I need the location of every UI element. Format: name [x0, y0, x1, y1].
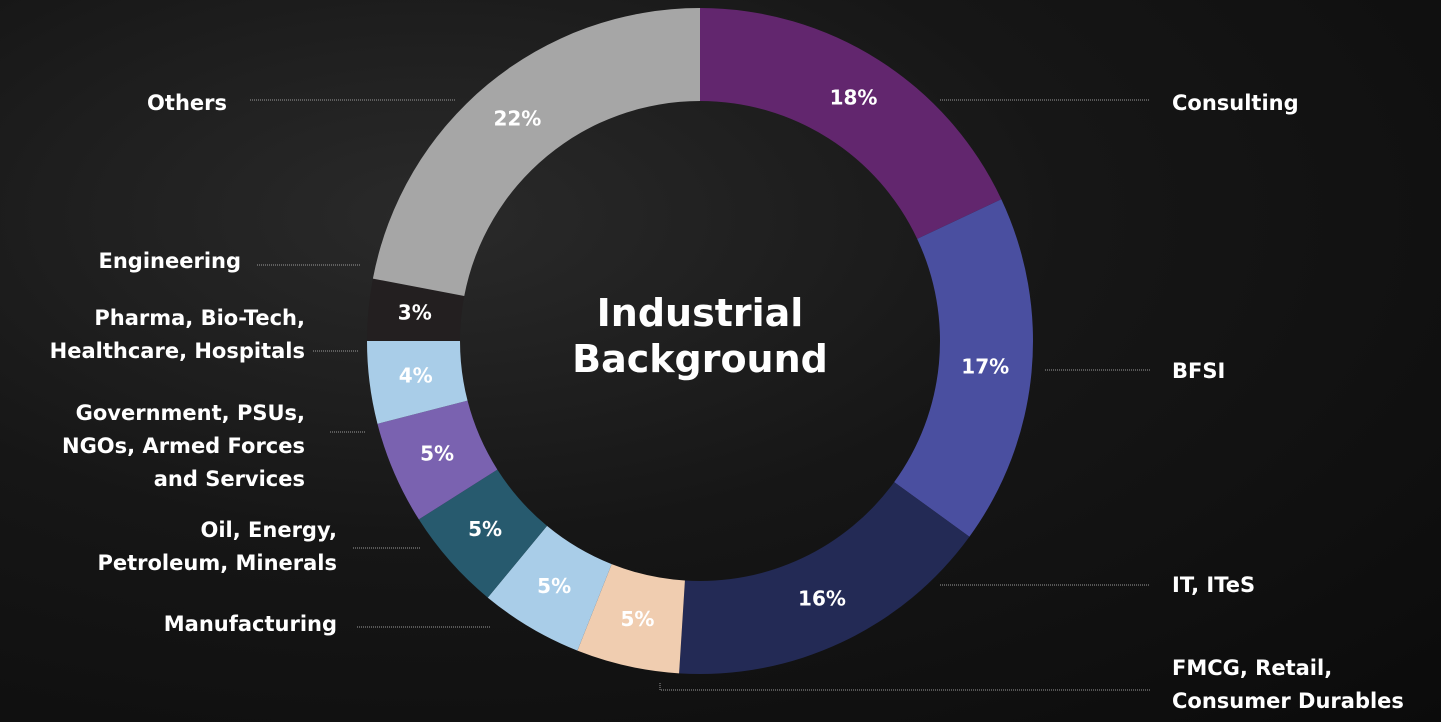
value-label: 16%: [798, 587, 846, 611]
chart-title: Industrial Background: [572, 291, 828, 381]
donut-segment: [700, 8, 1002, 239]
value-label: 4%: [399, 363, 433, 387]
category-label: Pharma, Bio-Tech, Healthcare, Hospitals: [49, 306, 305, 363]
value-label: 18%: [830, 86, 878, 110]
value-label: 3%: [398, 301, 432, 325]
donut-segment: [894, 199, 1033, 537]
value-label: 17%: [961, 354, 1009, 378]
value-label: 5%: [468, 517, 502, 541]
value-label: 22%: [493, 107, 541, 131]
category-label: Oil, Energy, Petroleum, Minerals: [97, 518, 337, 575]
category-label: Engineering: [98, 249, 242, 273]
donut-segment: [679, 482, 970, 675]
value-label: 5%: [621, 607, 655, 631]
category-label: FMCG, Retail, Consumer Durables: [1172, 656, 1404, 713]
donut-segment: [487, 525, 612, 651]
category-label: Manufacturing: [163, 612, 337, 636]
category-label: BFSI: [1172, 359, 1226, 383]
value-label: 5%: [420, 441, 454, 465]
donut-segment: [372, 8, 700, 297]
category-label: Consulting: [1172, 91, 1299, 115]
value-label: 5%: [537, 574, 571, 598]
leader-line: [659, 683, 1150, 691]
donut-segment: [377, 400, 498, 520]
donut-segment: [418, 469, 548, 598]
donut-segment: [367, 278, 465, 341]
donut-segment: [367, 341, 468, 424]
category-label: Others: [147, 91, 227, 115]
category-label: Government, PSUs, NGOs, Armed Forces and…: [62, 401, 305, 491]
category-label: IT, ITeS: [1172, 573, 1256, 597]
donut-segment: [577, 564, 685, 674]
